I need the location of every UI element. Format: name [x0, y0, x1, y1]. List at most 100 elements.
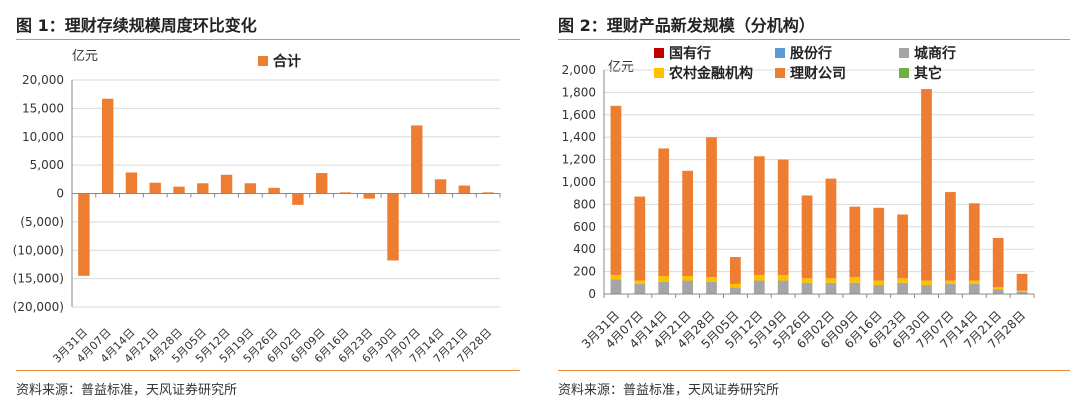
bar-segment [1016, 273, 1028, 291]
legend-swatch [654, 48, 664, 58]
bar-segment [706, 281, 717, 294]
bar-segment [682, 280, 693, 294]
bar-segment [777, 280, 789, 294]
bar-segment [1016, 290, 1028, 292]
bar [101, 98, 114, 194]
bar [315, 173, 328, 194]
legend-swatch [899, 68, 909, 78]
figure-1-bottom-rule [16, 370, 520, 371]
bar-segment [968, 280, 980, 284]
legend-label: 合计 [273, 53, 301, 70]
bar-segment [610, 274, 622, 280]
bar-segment [801, 278, 813, 283]
y-tick-label: (10,000) [13, 243, 64, 257]
bar-segment [945, 280, 956, 284]
bar-segment [992, 289, 1004, 294]
bar-segment [753, 280, 765, 294]
y-tick-label: 10,000 [22, 130, 64, 144]
bar [339, 192, 352, 194]
y-unit-label: 亿元 [72, 49, 98, 64]
bar-segment [658, 281, 670, 294]
bar-segment [801, 195, 813, 279]
bar-segment [730, 257, 741, 284]
bar [292, 193, 304, 205]
figure-1-top-rule [16, 39, 520, 40]
bar-segment [849, 277, 861, 283]
bar-segment [897, 214, 908, 279]
figure-1-title: 图 1：理财存续规模周度环比变化 [16, 16, 257, 35]
bar-segment [658, 148, 670, 277]
bar [125, 172, 138, 194]
bar-segment [706, 277, 717, 282]
legend-label: 国有行 [669, 45, 711, 62]
bar-segment [634, 283, 646, 294]
bar [149, 182, 161, 194]
bar [173, 186, 185, 194]
y-tick-label: 20,000 [22, 73, 64, 87]
bar [434, 179, 447, 194]
y-tick-label: 0 [588, 287, 596, 301]
chart-weekly-change: 亿元 20,000 15,000 10,000 5,000 0 (5,000) (10,000… [13, 49, 501, 366]
legend-label: 理财公司 [790, 65, 846, 82]
y-tick-label: 5,000 [30, 158, 64, 172]
y-tick-label: 1,200 [562, 153, 596, 167]
bar [220, 174, 233, 194]
bar-segment [777, 159, 789, 275]
figure-1-panel: 图 1：理财存续规模周度环比变化 亿元 20,000 15,000 10,000 5,0… [0, 0, 530, 404]
y-tick-label: 2,000 [562, 63, 596, 77]
y-tick-label: 0 [56, 187, 64, 201]
bar-segment [968, 283, 980, 294]
legend-label: 农村金融机构 [668, 65, 753, 82]
legend-swatch [258, 56, 268, 66]
y-tick-label: 400 [573, 242, 596, 256]
figure-1-source: 资料来源：普益标准，天风证券研究所 [16, 383, 238, 398]
bar-segment [945, 192, 956, 281]
bar-segment [849, 206, 861, 278]
y-tick-label: (20,000) [13, 300, 64, 314]
bar [197, 183, 209, 194]
figure-2-title: 图 2：理财产品新发规模（分机构） [558, 16, 815, 35]
bar-segment [849, 282, 861, 294]
bar [78, 193, 90, 276]
bar-segment [921, 89, 932, 281]
y-tick-label: 1,400 [562, 130, 596, 144]
bar-segment [897, 278, 908, 283]
bar-segment [682, 276, 693, 281]
legend-label: 城商行 [914, 45, 956, 62]
bar-segment [992, 287, 1004, 290]
bar [411, 125, 423, 194]
y-tick-label: 1,000 [562, 175, 596, 189]
bar-segment [610, 279, 622, 294]
chart-new-issuance-by-institution: 亿元 0 200 400 600 800 1,000 1,200 1,400 1,600 1,800… [562, 45, 1035, 351]
y-tick-label: (5,000) [20, 215, 64, 229]
bar-segment [753, 274, 765, 281]
bar-segment [825, 282, 837, 294]
bar-segment [873, 280, 885, 286]
bar-segment [634, 280, 646, 284]
bar-segment [1016, 291, 1028, 294]
bar [458, 185, 471, 194]
bar [387, 193, 399, 261]
bar-segment [968, 203, 980, 281]
y-tick-label: 1,600 [562, 108, 596, 122]
bar-segment [897, 282, 908, 294]
figure-2-panel: 图 2：理财产品新发规模（分机构） 亿元 0 200 400 600 800 1,000 1,… [542, 0, 1080, 404]
bar [244, 183, 257, 194]
y-tick-label: 800 [573, 197, 596, 211]
bar-segment [610, 105, 622, 275]
figure-2-source: 资料来源：普益标准，天风证券研究所 [558, 383, 780, 398]
bar-segment [992, 238, 1004, 288]
bar [482, 192, 494, 194]
y-unit-label: 亿元 [608, 60, 634, 75]
bar-segment [777, 274, 789, 281]
bar-segment [634, 196, 646, 281]
bar [268, 187, 280, 194]
bar-segment [873, 285, 885, 294]
legend-swatch [775, 68, 785, 78]
legend-swatch [654, 68, 664, 78]
bar-segment [945, 283, 956, 294]
bar-segment [825, 278, 837, 283]
y-tick-label: 15,000 [22, 101, 64, 115]
legend-swatch [775, 48, 785, 58]
y-tick-label: (15,000) [13, 272, 64, 286]
